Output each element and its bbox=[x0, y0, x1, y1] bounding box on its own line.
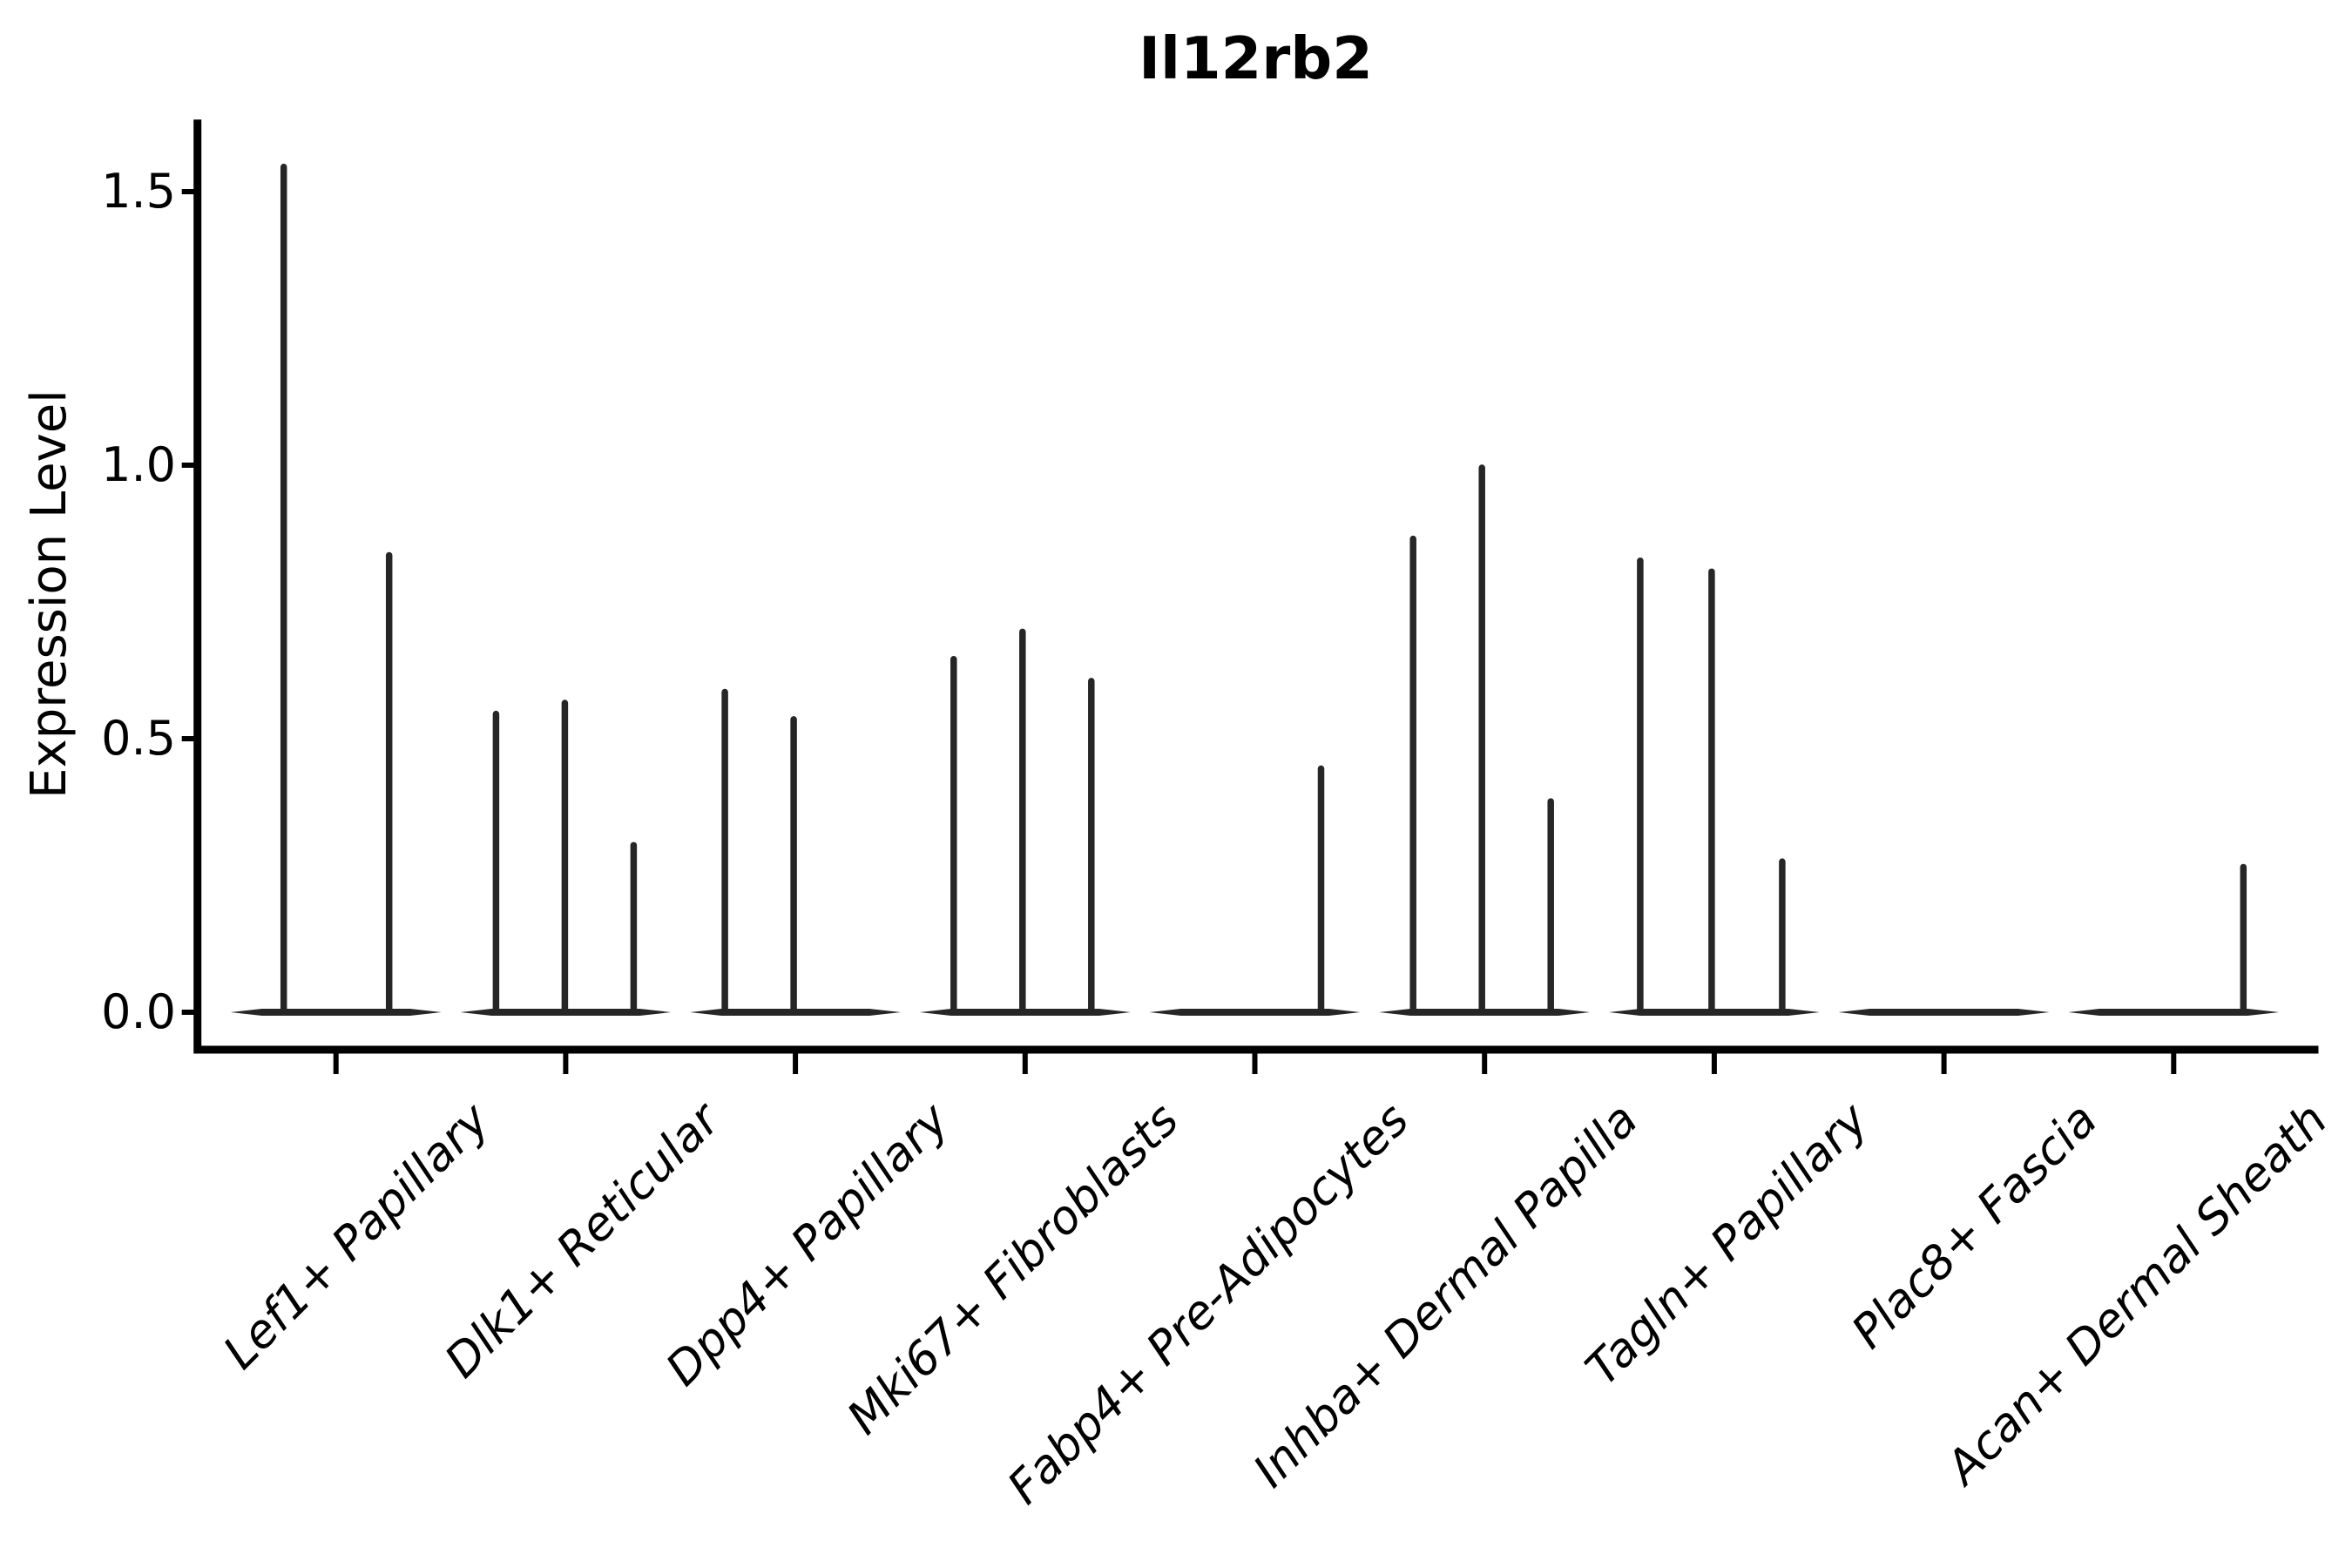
violin-baseline bbox=[230, 1009, 442, 1016]
chart-title: Il12rb2 bbox=[1139, 24, 1373, 92]
y-tick-label-2: 1.0 bbox=[101, 437, 176, 492]
y-axis-label: Expression Level bbox=[21, 389, 78, 799]
y-tick-label-3: 1.5 bbox=[101, 164, 176, 219]
violin-baseline bbox=[1838, 1009, 2050, 1016]
axis-spines bbox=[193, 119, 2319, 1054]
y-tick-label-1: 0.5 bbox=[101, 711, 176, 766]
violin-baseline bbox=[1149, 1009, 1361, 1016]
violin-baseline bbox=[2068, 1009, 2280, 1016]
y-tick-label-0: 0.0 bbox=[101, 984, 176, 1039]
